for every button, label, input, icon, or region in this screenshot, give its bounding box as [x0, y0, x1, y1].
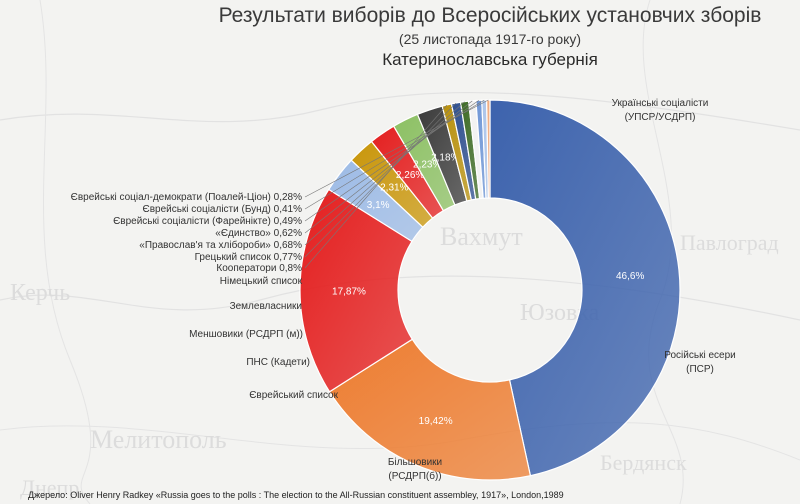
slice-value-label: 3,1%: [367, 200, 390, 211]
slice-category-label: Єврейські соціалісти (Бунд) 0,41%: [143, 204, 303, 215]
leader-line: [304, 101, 465, 246]
slice-category-label: Українські соціалісти: [612, 98, 709, 109]
slice-value-label: 2,18%: [431, 152, 459, 163]
donut-slice: [489, 99, 681, 477]
map-word: Вахмут: [440, 222, 523, 251]
slice-value-label: 2,26%: [396, 170, 424, 181]
map-word: Мелитополь: [90, 425, 227, 454]
source-note: Джерело: Oliver Henry Radkey «Russia goe…: [28, 490, 564, 500]
map-word: Днепр: [20, 475, 79, 500]
leader-line: [304, 104, 448, 269]
slice-category-label: Єврейський список: [249, 390, 338, 401]
slice-category-label: Меншовики (РСДРП (м)): [189, 329, 303, 340]
slice-category-label: «Православ'я та хлібороби» 0,68%: [139, 239, 302, 251]
slice-value-label: 46,6%: [616, 271, 644, 282]
slice-category-label: Єврейські соціал-демократи (Поалей-Ціон)…: [71, 192, 302, 203]
slice-category-label: Єврейські соціалісти (Фарейнікте) 0,49%: [113, 216, 302, 227]
chart-title: Результати виборів до Всеросійських уста…: [218, 4, 762, 27]
slice-category-label: ПНС (Кадети): [246, 357, 310, 368]
chart-subtitle: (25 листопада 1917-го року): [398, 31, 582, 47]
slice-category-label: (УПСР/УСДРП): [625, 112, 696, 123]
map-word: Павлоград: [680, 230, 779, 255]
slice-category-label: Російські есери: [664, 350, 735, 361]
chart-region-title: Катеринославська губернія: [382, 50, 598, 69]
slice-category-label: «Єдинство» 0,62%: [215, 228, 302, 239]
slice-category-label: Землевласники: [230, 301, 302, 312]
slice-value-label: 2,31%: [380, 182, 408, 193]
slice-value-label: 19,42%: [419, 416, 453, 427]
slice-value-label: 2,23%: [413, 160, 441, 171]
map-word: Керчь: [10, 280, 70, 306]
leader-line: [304, 99, 489, 198]
leader-line: [304, 100, 473, 234]
slice-category-label: Більшовики: [388, 457, 442, 468]
slice-category-label: Кооператори 0,8%: [216, 263, 302, 274]
leader-line: [304, 102, 457, 258]
donut-slice: [299, 188, 414, 393]
slice-category-label: (ПСР): [686, 364, 714, 375]
slice-category-label: Грецький список 0,77%: [195, 252, 303, 263]
map-word: Бердянск: [600, 450, 687, 475]
slice-category-label: (РСДРП(б)): [388, 470, 441, 482]
slice-category-label: Німецький список: [220, 276, 303, 287]
donut-slice: [328, 338, 532, 481]
slice-value-label: 17,87%: [332, 287, 366, 298]
